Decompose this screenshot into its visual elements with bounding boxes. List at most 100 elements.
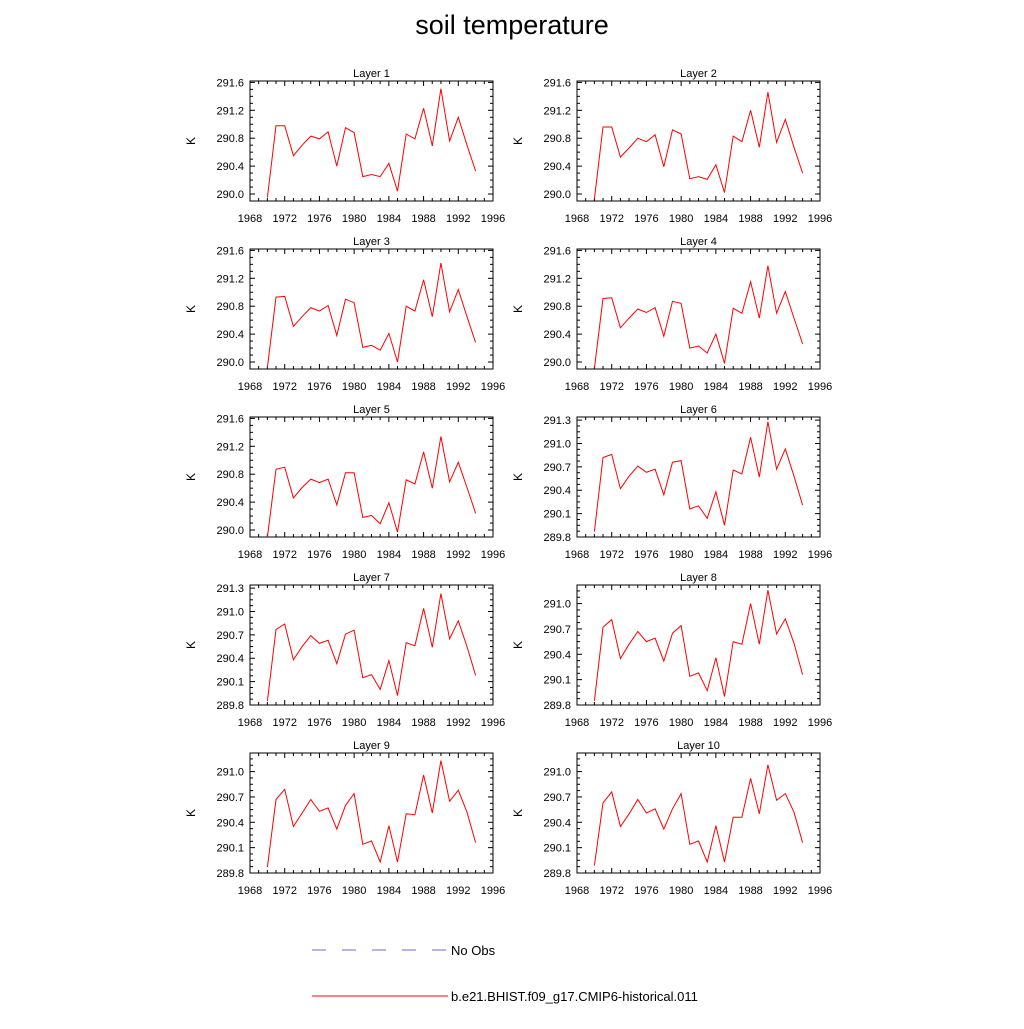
x-tick-label: 1992 bbox=[446, 213, 470, 225]
y-tick-label: 290.4 bbox=[216, 817, 244, 829]
x-tick-label: 1976 bbox=[307, 885, 331, 897]
y-tick-label: 290.8 bbox=[543, 133, 571, 145]
y-tick-label: 290.7 bbox=[543, 792, 571, 804]
plot-frame bbox=[576, 584, 821, 706]
y-tick-label: 289.8 bbox=[543, 532, 571, 544]
x-tick-label: 1984 bbox=[377, 381, 401, 393]
x-tick-label: 1980 bbox=[342, 717, 366, 729]
x-tick-label: 1976 bbox=[634, 549, 658, 561]
x-tick-label: 1968 bbox=[565, 717, 589, 729]
x-tick-label: 1996 bbox=[481, 213, 505, 225]
x-tick-label: 1980 bbox=[669, 549, 693, 561]
panel-layer-8: Layer 8 K 1968 1972 1976 1980 1984 1988 1992 1996… bbox=[511, 572, 832, 729]
plot-frame bbox=[576, 416, 821, 538]
y-tick-label: 291.2 bbox=[543, 273, 571, 285]
panel-title: Layer 8 bbox=[680, 572, 717, 584]
panel-layer-3: Layer 3 K 1968 1972 1976 1980 1984 1988 1992 1996… bbox=[184, 236, 505, 393]
panel-layer-5: Layer 5 K 1968 1972 1976 1980 1984 1988 1992 1996… bbox=[184, 404, 505, 561]
x-tick-label: 1984 bbox=[704, 717, 728, 729]
x-tick-label: 1972 bbox=[599, 213, 623, 225]
x-tick-label: 1968 bbox=[565, 549, 589, 561]
y-tick-label: 290.8 bbox=[543, 301, 571, 313]
x-tick-label: 1976 bbox=[634, 381, 658, 393]
y-tick-label: 290.4 bbox=[543, 817, 571, 829]
y-tick-label: 289.8 bbox=[543, 868, 571, 880]
y-axis-label: K bbox=[511, 137, 525, 145]
x-tick-label: 1980 bbox=[342, 885, 366, 897]
panel-layer-4: Layer 4 K 1968 1972 1976 1980 1984 1988 1992 1996… bbox=[511, 236, 832, 393]
series-line bbox=[266, 593, 477, 702]
x-tick-label: 1992 bbox=[446, 885, 470, 897]
panel-layer-9: Layer 9 K 1968 1972 1976 1980 1984 1988 1992 1996… bbox=[184, 740, 505, 897]
x-tick-label: 1972 bbox=[272, 213, 296, 225]
plot-frame bbox=[249, 248, 494, 370]
x-tick-label: 1980 bbox=[342, 381, 366, 393]
y-tick-label: 290.0 bbox=[216, 189, 244, 201]
x-tick-label: 1972 bbox=[272, 549, 296, 561]
x-tick-label: 1988 bbox=[411, 549, 435, 561]
legend-label: b.e21.BHIST.f09_g17.CMIP6-historical.011 bbox=[451, 989, 698, 1004]
x-tick-label: 1988 bbox=[738, 213, 762, 225]
y-tick-label: 291.0 bbox=[216, 767, 244, 779]
x-tick-label: 1996 bbox=[808, 381, 832, 393]
x-tick-label: 1980 bbox=[342, 549, 366, 561]
series-line bbox=[593, 92, 804, 199]
y-tick-label: 290.8 bbox=[216, 469, 244, 481]
x-tick-label: 1972 bbox=[599, 717, 623, 729]
y-axis-label: K bbox=[184, 305, 198, 313]
x-tick-label: 1988 bbox=[411, 381, 435, 393]
legend-label: No Obs bbox=[451, 943, 496, 958]
x-tick-label: 1984 bbox=[377, 213, 401, 225]
y-tick-label: 290.1 bbox=[543, 509, 571, 521]
panel-title: Layer 5 bbox=[353, 404, 390, 416]
series-line bbox=[266, 760, 477, 868]
y-tick-label: 290.1 bbox=[543, 843, 571, 855]
y-tick-label: 290.7 bbox=[543, 462, 571, 474]
panel-layer-1: Layer 1 K 1968 1972 1976 1980 1984 1988 1992 1996… bbox=[184, 68, 505, 225]
x-tick-label: 1968 bbox=[238, 717, 262, 729]
x-tick-label: 1968 bbox=[238, 885, 262, 897]
y-tick-label: 290.8 bbox=[216, 133, 244, 145]
figure-title: soil temperature bbox=[415, 10, 609, 40]
plot-frame bbox=[576, 752, 821, 874]
x-tick-label: 1976 bbox=[307, 381, 331, 393]
x-tick-label: 1984 bbox=[704, 213, 728, 225]
x-tick-label: 1976 bbox=[634, 717, 658, 729]
x-tick-label: 1976 bbox=[307, 549, 331, 561]
y-axis-label: K bbox=[511, 809, 525, 817]
y-tick-label: 290.0 bbox=[216, 357, 244, 369]
x-tick-label: 1972 bbox=[272, 717, 296, 729]
x-tick-label: 1972 bbox=[599, 381, 623, 393]
x-tick-label: 1984 bbox=[704, 381, 728, 393]
x-tick-label: 1984 bbox=[704, 549, 728, 561]
series-line bbox=[593, 764, 804, 866]
series-line bbox=[266, 436, 477, 538]
x-tick-label: 1992 bbox=[773, 213, 797, 225]
x-tick-label: 1992 bbox=[446, 549, 470, 561]
plot-frame bbox=[249, 80, 494, 202]
y-tick-label: 290.4 bbox=[543, 329, 571, 341]
x-tick-label: 1996 bbox=[481, 549, 505, 561]
x-tick-label: 1976 bbox=[307, 717, 331, 729]
y-tick-label: 290.4 bbox=[543, 649, 571, 661]
y-tick-label: 290.0 bbox=[543, 357, 571, 369]
y-tick-label: 291.0 bbox=[543, 438, 571, 450]
x-tick-label: 1992 bbox=[773, 885, 797, 897]
y-tick-label: 290.4 bbox=[216, 329, 244, 341]
x-tick-label: 1980 bbox=[669, 213, 693, 225]
y-tick-label: 290.0 bbox=[543, 189, 571, 201]
plot-frame bbox=[249, 752, 494, 874]
series-line bbox=[593, 265, 804, 369]
plot-frame bbox=[576, 80, 821, 202]
y-tick-label: 291.3 bbox=[543, 415, 571, 427]
x-tick-label: 1992 bbox=[773, 549, 797, 561]
y-tick-label: 291.0 bbox=[543, 599, 571, 611]
y-tick-label: 291.6 bbox=[543, 77, 571, 89]
panel-layer-2: Layer 2 K 1968 1972 1976 1980 1984 1988 1992 1996… bbox=[511, 68, 832, 225]
panel-title: Layer 4 bbox=[680, 236, 717, 248]
y-tick-label: 290.4 bbox=[216, 653, 244, 665]
y-tick-label: 290.7 bbox=[543, 624, 571, 636]
y-tick-label: 290.7 bbox=[216, 630, 244, 642]
x-tick-label: 1972 bbox=[599, 549, 623, 561]
